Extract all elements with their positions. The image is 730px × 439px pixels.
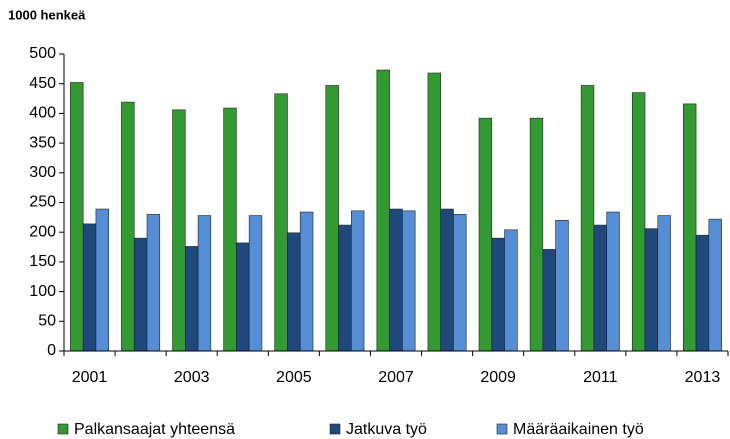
y-tick-label: 0 [47,342,56,359]
bar [146,214,161,352]
y-tick-label: 400 [29,105,56,122]
bar [121,101,135,352]
bar [606,211,620,352]
legend-label: Palkansaajat yhteensä [74,421,235,438]
bar [82,223,97,352]
bar [695,234,710,352]
bar [504,229,518,352]
y-tick-label: 350 [29,134,56,151]
y-tick-label: 450 [29,75,56,92]
bar [70,82,84,352]
bar [453,214,467,352]
bar [683,103,697,352]
bar [338,224,352,352]
x-tick-label: 2005 [276,369,312,386]
chart-title: 1000 henkeä [8,7,86,22]
bar [274,93,288,352]
bar [478,117,493,352]
bar [95,208,109,352]
bar [325,85,339,352]
bar [223,107,237,352]
bar [529,117,544,352]
bar [491,237,505,352]
bar [402,210,416,352]
y-tick-label: 50 [38,313,56,330]
bar [657,215,671,352]
legend-swatch [57,423,69,435]
bar [299,211,314,352]
bar [351,210,365,352]
legend-label: Määräaikainen työ [513,421,644,438]
y-tick-label: 150 [29,253,56,270]
y-tick-label: 250 [29,194,56,211]
bar [542,249,556,352]
bar [197,215,212,352]
bar [555,220,569,352]
y-tick-label: 100 [29,283,56,300]
x-tick-label: 2003 [174,369,210,386]
bar [172,109,186,352]
bar [133,237,148,352]
bar [236,242,250,352]
bar [287,232,301,352]
bar [376,69,390,352]
bar [185,246,199,352]
legend-swatch [496,423,508,435]
x-tick-label: 2007 [378,369,414,386]
x-tick-label: 2009 [480,369,516,386]
bar [644,228,659,352]
x-tick-label: 2001 [72,369,108,386]
bar [580,85,595,352]
bar [631,92,646,352]
x-tick-label: 2013 [685,369,721,386]
bar [389,208,403,352]
y-tick-label: 500 [29,45,56,62]
legend-swatch [329,423,341,435]
x-tick-label: 2011 [583,369,618,386]
bar [593,224,607,352]
legend-label: Jatkuva työ [346,421,427,438]
bar [440,208,454,352]
bar [427,72,441,352]
bar [248,215,263,352]
y-tick-label: 300 [29,164,56,181]
y-tick-label: 200 [29,223,56,240]
bar [708,218,722,352]
